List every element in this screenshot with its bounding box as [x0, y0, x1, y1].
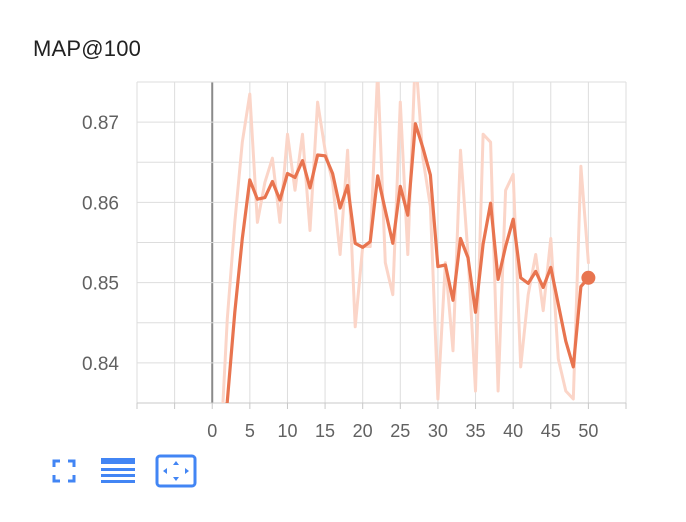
y-axis: 0.84 0.85 0.86 0.87 — [82, 113, 119, 375]
x-tick-label: 30 — [428, 421, 448, 441]
data-table-icon — [101, 458, 135, 483]
chart-title: MAP@100 — [33, 36, 142, 61]
y-tick-label: 0.86 — [82, 193, 119, 214]
fit-domain-button[interactable] — [154, 452, 198, 490]
x-tick-label: 40 — [503, 421, 523, 441]
x-axis: 0 5 10 15 20 25 30 35 40 45 50 — [136, 402, 627, 441]
y-tick-label: 0.87 — [82, 113, 119, 134]
series-layer — [221, 82, 591, 403]
last-point-marker — [581, 270, 596, 285]
x-tick-label: 35 — [466, 421, 486, 441]
x-tick-label: 20 — [353, 421, 373, 441]
y-tick-label: 0.84 — [82, 354, 119, 375]
x-tick-label: 10 — [277, 421, 297, 441]
raw-series-line — [221, 82, 590, 403]
smoothed-series-line — [225, 122, 591, 403]
x-tick-label: 50 — [578, 421, 598, 441]
x-tick-label: 45 — [541, 421, 561, 441]
fullscreen-icon — [52, 459, 76, 483]
toggle-data-table-button[interactable] — [98, 452, 138, 490]
fit-domain-icon — [155, 454, 197, 488]
x-tick-label: 0 — [207, 421, 217, 441]
x-tick-label: 5 — [245, 421, 255, 441]
fullscreen-button[interactable] — [44, 452, 84, 490]
y-tick-label: 0.85 — [82, 274, 119, 295]
x-tick-label: 25 — [390, 421, 410, 441]
x-tick-label: 15 — [315, 421, 335, 441]
line-chart: 0 5 10 15 20 25 30 35 40 45 50 0.84 0.85 0.86 0.87 — [82, 81, 627, 441]
